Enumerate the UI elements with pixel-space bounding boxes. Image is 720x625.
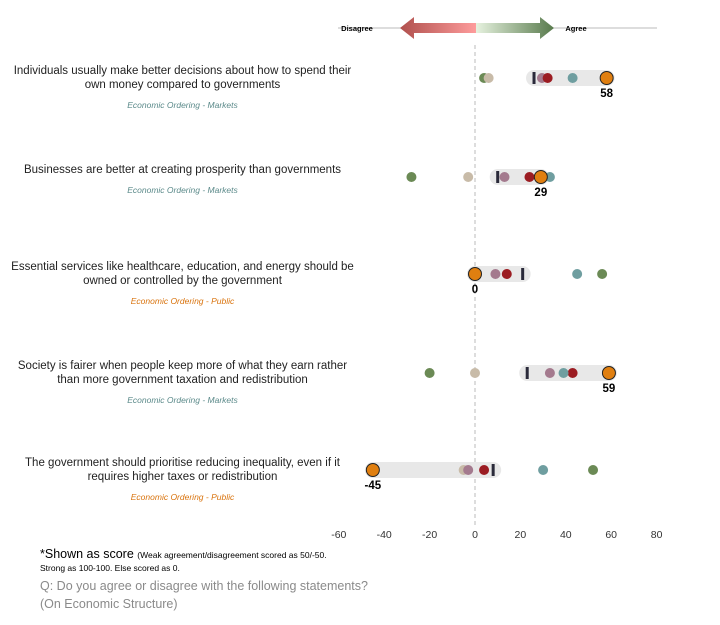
agree-arrow [476, 17, 554, 39]
dot-chart: Disagree Agree 58 29 0 59 -45 -60 -40 -20 0 20 40 6… [331, 17, 663, 541]
series-dot-1 [597, 269, 608, 279]
statement-tag: Economic Ordering - Markets [127, 185, 238, 195]
x-tick-label: 60 [605, 529, 617, 541]
statement-tag: Economic Ordering - Markets [127, 395, 238, 405]
highlight-dot [468, 267, 482, 281]
series-dot-1 [588, 465, 599, 475]
question-text: Q: Do you agree or disagree with the fol… [40, 579, 368, 593]
statement-tag: Economic Ordering - Markets [127, 100, 238, 110]
series-dot-3 [544, 368, 555, 378]
x-tick-label: -60 [331, 529, 346, 541]
note-paren: (Weak agreement/disagreement scored as 5… [137, 550, 327, 560]
x-tick-label: -20 [422, 529, 437, 541]
highlight-dot [601, 366, 616, 380]
question-sub: (On Economic Structure) [40, 597, 178, 611]
statement-text: The government should prioritise reducin… [25, 457, 340, 483]
series-dot-4 [501, 269, 512, 279]
series-dot-5 [538, 465, 549, 475]
series-dot-2 [470, 368, 480, 378]
value-label: 58 [600, 88, 613, 100]
series-dot-5 [572, 269, 583, 279]
note-title: *Shown as score [40, 547, 134, 561]
x-tick-label: 20 [515, 529, 527, 541]
series-dot-5 [544, 172, 555, 182]
score-note: *Shown as score (Weak agreement/disagree… [40, 547, 327, 561]
x-tick-label: -40 [377, 529, 392, 541]
series-dot-2 [483, 73, 494, 83]
x-tick-label: 80 [651, 529, 663, 541]
value-label: -45 [365, 480, 382, 492]
series-dot-4 [524, 172, 535, 182]
disagree-arrow [400, 17, 477, 39]
series-dot-5 [567, 73, 578, 83]
bar-marker [525, 367, 529, 379]
statement-text: Essential services like healthcare, educ… [11, 261, 354, 287]
series-dot-5 [558, 368, 569, 378]
statement-4: Society is fairer when people keep more … [10, 359, 355, 407]
value-label: 29 [534, 187, 547, 199]
bar-marker [496, 171, 500, 183]
bar-marker [491, 464, 495, 476]
statement-text: Individuals usually make better decision… [13, 65, 352, 91]
disagree-label: Disagree [341, 24, 373, 33]
statement-tag: Economic Ordering - Public [130, 296, 235, 306]
bar-marker [521, 268, 525, 280]
statement-2: Businesses are better at creating prospe… [10, 163, 355, 197]
statement-1: Individuals usually make better decision… [10, 64, 355, 112]
value-label: 0 [472, 284, 478, 296]
series-dot-3 [499, 172, 510, 182]
agree-label: Agree [565, 24, 586, 33]
series-dot-1 [406, 172, 417, 182]
statement-text: Society is fairer when people keep more … [17, 360, 348, 386]
series-dot-4 [567, 368, 578, 378]
series-dot-3 [490, 269, 501, 279]
statement-tag: Economic Ordering - Public [130, 492, 235, 502]
highlight-dot [599, 71, 614, 85]
question: Q: Do you agree or disagree with the fol… [40, 577, 368, 613]
statement-text: Businesses are better at creating prospe… [23, 164, 342, 176]
note-line2: Strong as 100-100. Else scored as 0. [40, 563, 180, 573]
series-dot-3 [463, 465, 474, 475]
statement-5: The government should prioritise reducin… [10, 456, 355, 504]
highlight-dot [533, 170, 548, 184]
series-dot-1 [424, 368, 435, 378]
x-tick-label: 0 [472, 529, 478, 541]
series-dot-2 [463, 172, 474, 182]
highlight-dot [365, 463, 380, 477]
x-tick-label: 40 [560, 529, 572, 541]
series-dot-4 [479, 465, 490, 475]
statement-3: Essential services like healthcare, educ… [10, 260, 355, 308]
series-dot-4 [542, 73, 553, 83]
value-label: 59 [603, 383, 616, 395]
bar-marker [532, 72, 536, 84]
